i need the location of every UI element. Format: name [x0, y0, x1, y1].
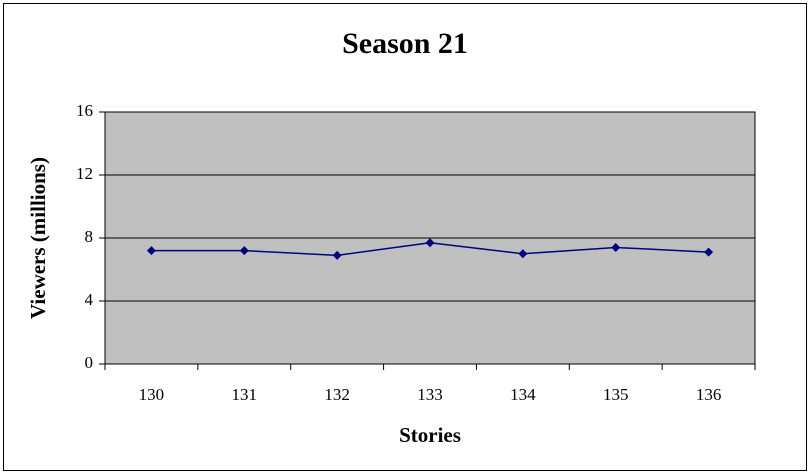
plot-border	[104, 111, 756, 365]
y-axis-label: Viewers (millions)	[26, 157, 50, 319]
x-tick-label: 132	[324, 385, 350, 404]
x-tick-label: 135	[603, 385, 629, 404]
data-point	[704, 247, 714, 257]
x-tick-label: 133	[417, 385, 443, 404]
data-point	[518, 249, 528, 259]
y-tick-label: 12	[76, 164, 93, 183]
x-tick-label: 130	[139, 385, 165, 404]
x-tick-label: 134	[510, 385, 536, 404]
data-point	[611, 242, 621, 252]
y-tick-label: 0	[85, 353, 94, 372]
data-point	[146, 246, 156, 256]
data-point	[332, 250, 342, 260]
y-tick-label: 16	[76, 101, 93, 120]
chart-title: Season 21	[342, 27, 468, 60]
x-tick-label: 136	[696, 385, 722, 404]
y-tick-label: 8	[85, 227, 94, 246]
data-point	[425, 238, 435, 248]
y-tick-label: 4	[85, 290, 94, 309]
data-point	[239, 246, 249, 256]
x-axis-label: Stories	[399, 423, 461, 447]
x-tick-label: 131	[232, 385, 258, 404]
